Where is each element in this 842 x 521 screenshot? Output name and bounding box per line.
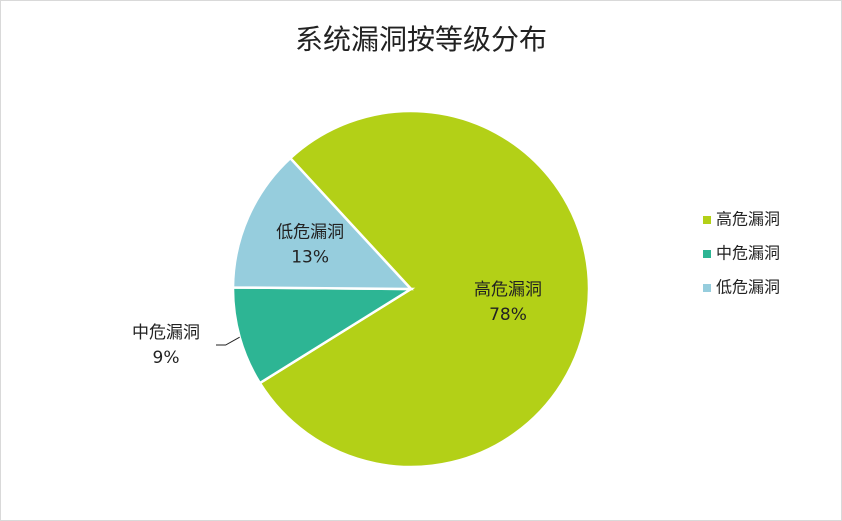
data-label-value: 78% <box>489 305 527 325</box>
leader-line <box>216 336 240 346</box>
pie-slice <box>231 286 416 385</box>
data-label-name: 低危漏洞 <box>276 222 344 242</box>
data-label-value: 13% <box>291 247 329 267</box>
pie-slice <box>258 109 591 469</box>
data-label-name: 高危漏洞 <box>474 280 542 300</box>
data-label-name: 中危漏洞 <box>132 323 200 343</box>
data-label-value: 9% <box>153 348 180 368</box>
legend-label: 低危漏洞 <box>716 278 780 297</box>
legend-swatch <box>703 284 711 292</box>
pie-slice <box>231 156 414 291</box>
legend-label: 中危漏洞 <box>716 244 780 263</box>
legend-swatch <box>703 216 711 224</box>
legend-swatch <box>703 250 711 258</box>
legend-label: 高危漏洞 <box>716 210 780 229</box>
chart-title: 系统漏洞按等级分布 <box>295 23 547 56</box>
